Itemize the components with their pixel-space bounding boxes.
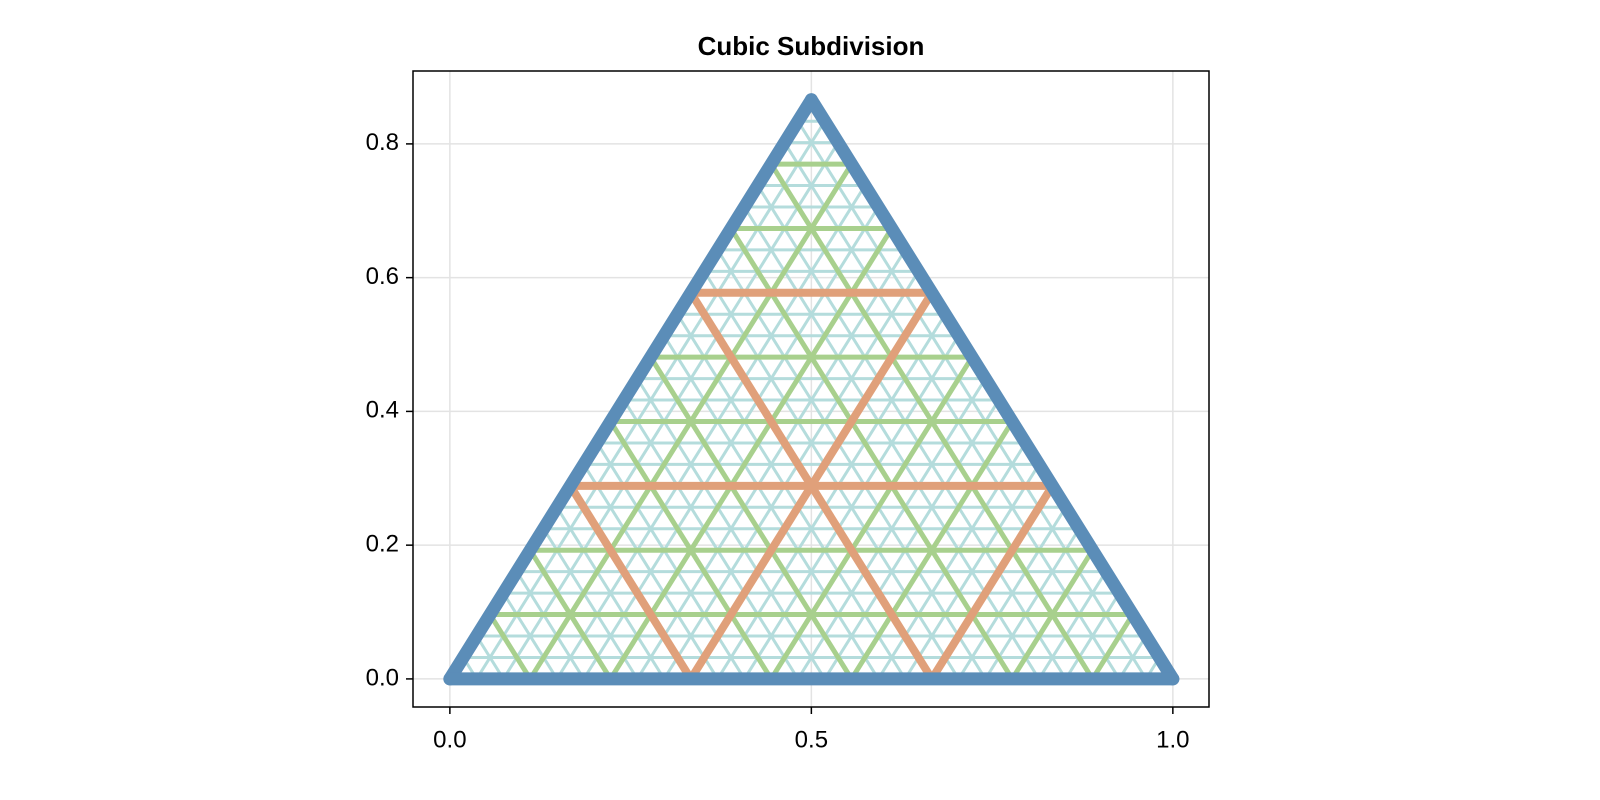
- x-tick-label: 0.5: [795, 726, 828, 753]
- subdivision-line: [728, 227, 1015, 681]
- y-tick-label: 0.2: [366, 531, 399, 558]
- subdivision-line: [622, 399, 800, 680]
- subdivision-line: [542, 527, 639, 680]
- subdivision-line: [1037, 570, 1108, 680]
- subdivision-line: [702, 270, 960, 680]
- subdivision-line: [608, 227, 894, 681]
- x-tick-label: 0.0: [433, 726, 466, 753]
- plot-frame: [412, 70, 1210, 708]
- subdivision-line: [804, 93, 1180, 686]
- subdivision-line: [783, 141, 1121, 680]
- subdivision-line: [443, 93, 818, 686]
- subdivision-line: [502, 141, 840, 680]
- subdivision-line: [648, 355, 854, 681]
- subdivision-line: [676, 313, 907, 680]
- subdivision-line: [769, 355, 975, 681]
- chart-title: Cubic Subdivision: [698, 31, 925, 61]
- y-tick-label: 0.6: [366, 263, 399, 290]
- subdivision-line: [823, 399, 1001, 680]
- y-tick-label: 0.8: [366, 129, 399, 156]
- subdivision-line: [487, 613, 533, 681]
- subdivision-line: [515, 570, 586, 680]
- subdivision-line: [928, 483, 1056, 682]
- subdivision-line: [555, 184, 867, 680]
- subdivision-line: [566, 483, 695, 682]
- subdivision-line: [716, 313, 947, 680]
- subdivision-line: [756, 184, 1068, 680]
- subdivision-line: [1090, 613, 1135, 681]
- y-tick-label: 0.0: [366, 664, 399, 691]
- subdivision-line: [662, 270, 920, 680]
- x-tick-label: 1.0: [1156, 726, 1189, 753]
- y-tick-label: 0.4: [366, 397, 399, 424]
- subdivision-line: [984, 527, 1081, 680]
